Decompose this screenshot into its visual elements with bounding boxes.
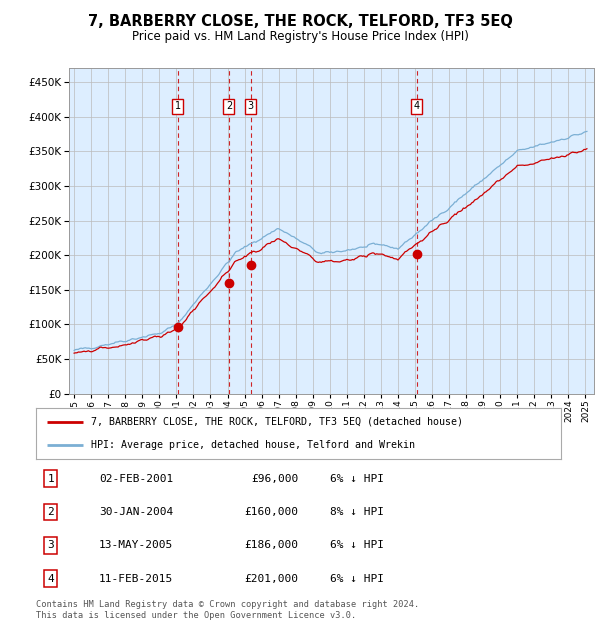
Text: 7, BARBERRY CLOSE, THE ROCK, TELFORD, TF3 5EQ (detached house): 7, BARBERRY CLOSE, THE ROCK, TELFORD, TF…: [91, 417, 463, 427]
Text: 3: 3: [47, 540, 54, 550]
Text: Contains HM Land Registry data © Crown copyright and database right 2024.: Contains HM Land Registry data © Crown c…: [36, 600, 419, 609]
Text: 4: 4: [47, 574, 54, 583]
Text: £201,000: £201,000: [245, 574, 299, 583]
Text: 30-JAN-2004: 30-JAN-2004: [99, 507, 173, 517]
Text: 2: 2: [47, 507, 54, 517]
Text: 02-FEB-2001: 02-FEB-2001: [99, 474, 173, 484]
Text: HPI: Average price, detached house, Telford and Wrekin: HPI: Average price, detached house, Telf…: [91, 440, 415, 450]
Text: 4: 4: [414, 101, 420, 112]
Text: Price paid vs. HM Land Registry's House Price Index (HPI): Price paid vs. HM Land Registry's House …: [131, 30, 469, 43]
Text: 11-FEB-2015: 11-FEB-2015: [99, 574, 173, 583]
Text: 6% ↓ HPI: 6% ↓ HPI: [330, 474, 384, 484]
Text: £96,000: £96,000: [251, 474, 299, 484]
Text: 6% ↓ HPI: 6% ↓ HPI: [330, 574, 384, 583]
Text: 1: 1: [47, 474, 54, 484]
Text: 8% ↓ HPI: 8% ↓ HPI: [330, 507, 384, 517]
Text: 2: 2: [226, 101, 232, 112]
Text: 1: 1: [175, 101, 181, 112]
Text: This data is licensed under the Open Government Licence v3.0.: This data is licensed under the Open Gov…: [36, 611, 356, 620]
Text: 7, BARBERRY CLOSE, THE ROCK, TELFORD, TF3 5EQ: 7, BARBERRY CLOSE, THE ROCK, TELFORD, TF…: [88, 14, 512, 29]
Text: £160,000: £160,000: [245, 507, 299, 517]
Text: 6% ↓ HPI: 6% ↓ HPI: [330, 540, 384, 550]
Text: £186,000: £186,000: [245, 540, 299, 550]
Text: 3: 3: [248, 101, 254, 112]
Text: 13-MAY-2005: 13-MAY-2005: [99, 540, 173, 550]
